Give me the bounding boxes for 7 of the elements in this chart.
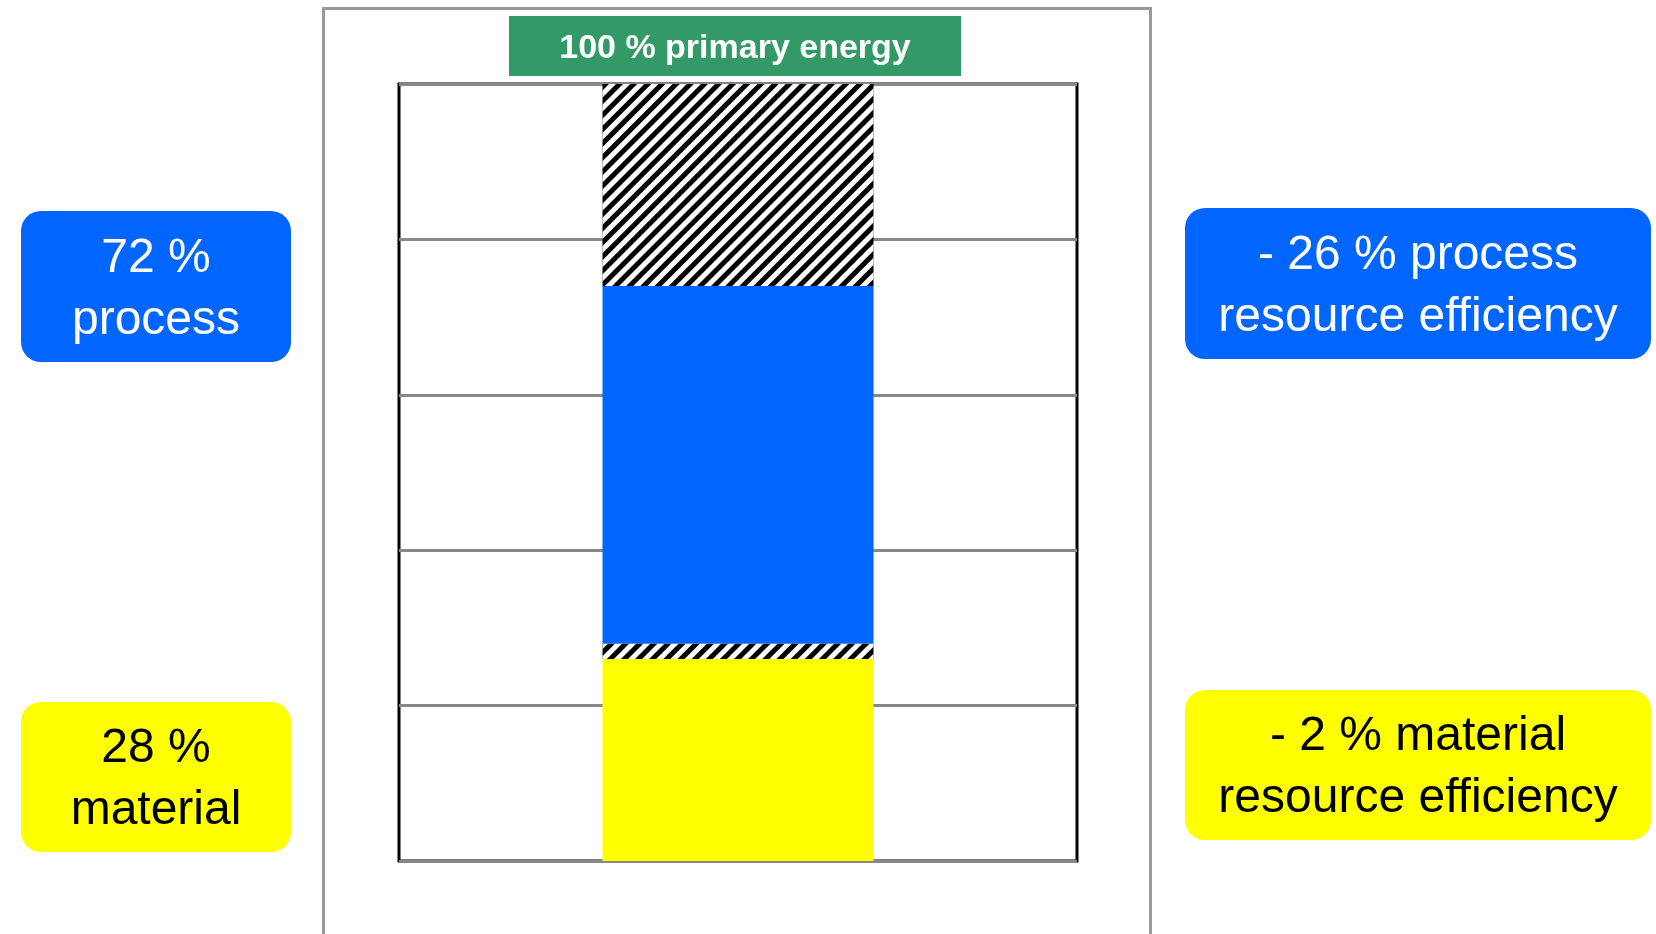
- text: - 2 % material resource efficiency: [1185, 690, 1651, 840]
- text: 72 % process: [21, 211, 291, 362]
- text: - 26 % process resource efficiency: [1185, 208, 1651, 359]
- bar: [602, 658, 874, 861]
- bar: [602, 286, 874, 644]
- chart-title: 100 % primary energy: [509, 16, 961, 76]
- text: 28 % material: [21, 702, 291, 852]
